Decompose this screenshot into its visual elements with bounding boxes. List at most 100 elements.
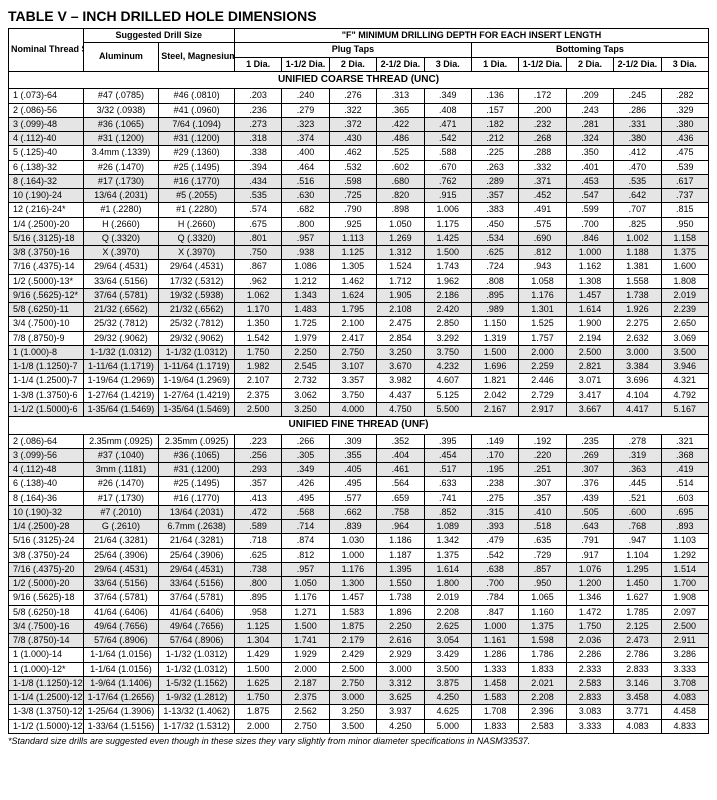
table-row: 7/8 (.8750)-1457/64 (.8906)57/64 (.8906)…: [9, 634, 709, 648]
cell-drill: Q (.3320): [83, 231, 159, 245]
cell-value: 2.333: [566, 662, 613, 676]
cell-value: 1.176: [329, 562, 376, 576]
cell-value: 2.000: [234, 719, 281, 733]
cell-value: .643: [566, 520, 613, 534]
table-title: TABLE V – INCH DRILLED HOLE DIMENSIONS: [8, 8, 709, 24]
cell-value: 1.624: [329, 288, 376, 302]
cell-value: 2.833: [614, 662, 661, 676]
cell-value: .839: [329, 520, 376, 534]
cell-value: .236: [234, 103, 281, 117]
cell-label: 3/4 (.7500)-16: [9, 619, 84, 633]
cell-value: 3.069: [661, 331, 708, 345]
cell-value: 1.395: [377, 562, 424, 576]
cell-value: .172: [519, 89, 566, 103]
cell-value: 3.083: [566, 705, 613, 719]
table-row: 1 (1.000)-141-1/64 (1.0156)1-1/32 (1.031…: [9, 648, 709, 662]
cell-value: .768: [614, 520, 661, 534]
cell-value: 3.750: [329, 388, 376, 402]
cell-value: 2.194: [566, 331, 613, 345]
cell-value: .486: [377, 132, 424, 146]
cell-value: 1.627: [614, 591, 661, 605]
cell-value: .820: [377, 189, 424, 203]
table-row: 3 (.099)-48#36 (.1065)7/64 (.1094).273.3…: [9, 117, 709, 131]
header-plug-d15: 1-1/2 Dia.: [282, 57, 329, 71]
cell-value: 1.896: [377, 605, 424, 619]
cell-value: 1.750: [234, 691, 281, 705]
cell-value: .895: [471, 288, 518, 302]
cell-drill: 1-27/64 (1.4219): [83, 388, 159, 402]
cell-value: .276: [329, 89, 376, 103]
cell-drill: 3.4mm (.1339): [83, 146, 159, 160]
cell-value: 4.417: [614, 402, 661, 416]
cell-value: 4.232: [424, 360, 471, 374]
cell-value: 1.200: [566, 577, 613, 591]
cell-value: 2.036: [566, 634, 613, 648]
cell-value: .400: [282, 146, 329, 160]
cell-value: .434: [234, 174, 281, 188]
cell-value: 5.125: [424, 388, 471, 402]
cell-value: .220: [519, 448, 566, 462]
cell-value: .539: [661, 160, 708, 174]
cell-value: .203: [234, 89, 281, 103]
cell-value: 1.757: [519, 331, 566, 345]
cell-value: 1.700: [661, 577, 708, 591]
cell-value: 4.750: [377, 402, 424, 416]
cell-value: 3.107: [329, 360, 376, 374]
cell-value: 1.176: [519, 288, 566, 302]
cell-value: 1.312: [377, 246, 424, 260]
cell-label: 7/8 (.8750)-14: [9, 634, 84, 648]
cell-value: .925: [329, 217, 376, 231]
cell-value: 1.743: [424, 260, 471, 274]
cell-value: 2.475: [377, 317, 424, 331]
table-row: 1/2 (.5000)-2033/64 (.5156)33/64 (.5156)…: [9, 577, 709, 591]
cell-value: 1.158: [661, 231, 708, 245]
cell-value: .598: [329, 174, 376, 188]
cell-value: 1.006: [424, 203, 471, 217]
cell-value: .182: [471, 117, 518, 131]
cell-value: .357: [471, 189, 518, 203]
cell-value: 1.558: [614, 274, 661, 288]
cell-value: 1.030: [329, 534, 376, 548]
cell-value: 1.162: [566, 260, 613, 274]
cell-value: 1.614: [566, 303, 613, 317]
cell-value: 1.926: [614, 303, 661, 317]
cell-drill: 1-11/64 (1.1719): [159, 360, 235, 374]
cell-value: 1.271: [282, 605, 329, 619]
header-plug-d2: 2 Dia.: [329, 57, 376, 71]
cell-value: .707: [614, 203, 661, 217]
table-row: 10 (.190)-2413/64 (.2031)#5 (.2055).535.…: [9, 189, 709, 203]
cell-label: 1-1/2 (1.5000)-12*: [9, 719, 84, 733]
cell-value: .741: [424, 491, 471, 505]
cell-value: 3.384: [614, 360, 661, 374]
cell-value: 1.962: [424, 274, 471, 288]
cell-value: 4.625: [424, 705, 471, 719]
cell-value: .413: [234, 491, 281, 505]
cell-label: 5/8 (.6250)-11: [9, 303, 84, 317]
cell-value: .305: [282, 448, 329, 462]
cell-drill: 1-1/32 (1.0312): [83, 345, 159, 359]
table-row: 3/4 (.7500)-1649/64 (.7656)49/64 (.7656)…: [9, 619, 709, 633]
cell-value: 3.357: [329, 374, 376, 388]
cell-value: .282: [661, 89, 708, 103]
cell-label: 1/2 (.5000)-13*: [9, 274, 84, 288]
cell-value: 1.875: [329, 619, 376, 633]
cell-value: 1.738: [614, 288, 661, 302]
table-row: 5 (.125)-403.4mm (.1339)#29 (.1360).338.…: [9, 146, 709, 160]
cell-value: .729: [519, 548, 566, 562]
cell-drill: 1-1/32 (1.0312): [159, 648, 235, 662]
cell-value: 3.625: [377, 691, 424, 705]
cell-value: .408: [424, 103, 471, 117]
cell-label: 1-1/4 (1.2500)-7: [9, 374, 84, 388]
cell-value: 1.600: [661, 260, 708, 274]
cell-value: 1.301: [519, 303, 566, 317]
cell-drill: #25 (.1495): [159, 477, 235, 491]
table-row: 3/4 (.7500)-1025/32 (.7812)25/32 (.7812)…: [9, 317, 709, 331]
section-title: UNIFIED FINE THREAD (UNF): [9, 417, 709, 435]
cell-value: 3.500: [661, 345, 708, 359]
cell-drill: H (.2660): [83, 217, 159, 231]
cell-value: 1.170: [234, 303, 281, 317]
cell-value: 1.000: [566, 246, 613, 260]
cell-value: 2.021: [519, 676, 566, 690]
cell-drill: 37/64 (.5781): [83, 288, 159, 302]
cell-value: .338: [234, 146, 281, 160]
